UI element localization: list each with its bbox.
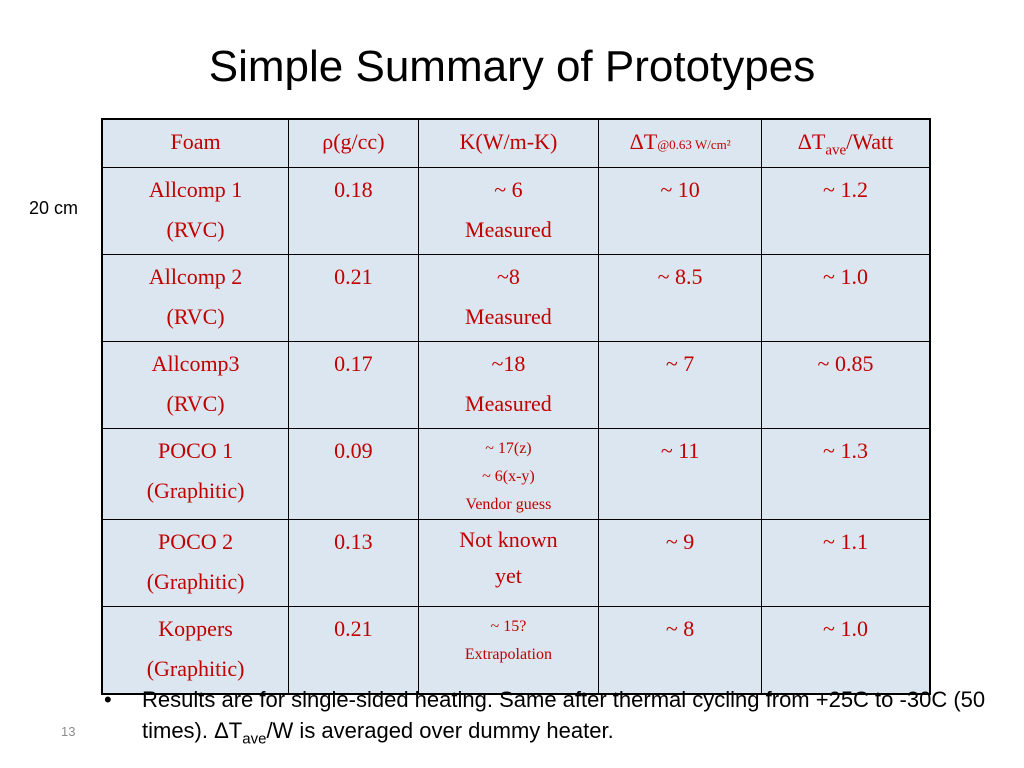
slide-title: Simple Summary of Prototypes xyxy=(208,42,816,91)
results-note-part-a: Results are for single-sided heating. Sa… xyxy=(142,687,986,743)
cell-delta-t-per-watt: ~ 0.85 xyxy=(761,341,931,429)
page-number: 13 xyxy=(61,724,76,739)
cell-delta-t: ~ 7 xyxy=(598,341,763,429)
conductivity-value: ~ 15? xyxy=(490,618,527,635)
foam-type: (Graphitic) xyxy=(146,569,245,594)
cell-delta-t-per-watt: ~ 1.1 xyxy=(761,519,931,607)
foam-name: Allcomp 2 xyxy=(148,264,243,289)
cell-foam: POCO 2 (Graphitic) xyxy=(101,519,290,607)
table-header-row: Foam ρ(g/cc) K(W/m-K) ΔT@0.63 W/cm² ΔTav… xyxy=(101,118,931,168)
cell-foam: Allcomp 2 (RVC) xyxy=(101,254,290,342)
header-delta-t-main: ΔT xyxy=(629,129,658,154)
table-row: Allcomp 2 (RVC) 0.21 ~8 Measured ~ 8.5 ~ 1… xyxy=(101,254,931,342)
cell-delta-t-per-watt: ~ 1.0 xyxy=(761,606,931,695)
cell-delta-t-per-watt: ~ 1.0 xyxy=(761,254,931,342)
cell-delta-t: ~ 10 xyxy=(598,167,763,255)
dimension-note: 20 cm xyxy=(29,198,79,218)
foam-type: (RVC) xyxy=(166,391,225,416)
conductivity-value-z: ~ 17(z) xyxy=(485,440,532,457)
foam-name: Allcomp3 xyxy=(151,351,240,376)
header-delta-t-per-watt-sub: ave xyxy=(825,142,847,159)
foam-name: Allcomp 1 xyxy=(148,177,243,202)
conductivity-value-xy: ~ 6(x-y) xyxy=(482,468,535,485)
table-row: Allcomp 1 (RVC) 0.18 ~ 6 Measured ~ 10 ~ 1… xyxy=(101,167,931,255)
conductivity-value: ~ 6 xyxy=(494,177,523,202)
conductivity-value: ~8 xyxy=(496,264,520,289)
table-row: Allcomp3 (RVC) 0.17 ~18 Measured ~ 7 ~ 0.8… xyxy=(101,341,931,429)
conductivity-source: Measured xyxy=(465,304,552,329)
prototype-summary-table: Foam ρ(g/cc) K(W/m-K) ΔT@0.63 W/cm² ΔTav… xyxy=(101,118,931,695)
cell-delta-t: ~ 11 xyxy=(598,428,763,520)
cell-density: 0.13 xyxy=(288,519,419,607)
cell-density: 0.18 xyxy=(288,167,419,255)
foam-name: POCO 2 xyxy=(157,529,234,554)
header-delta-t-per-watt: ΔTave/Watt xyxy=(761,118,931,168)
cell-density: 0.17 xyxy=(288,341,419,429)
cell-foam: POCO 1 (Graphitic) xyxy=(101,428,290,520)
bullet-point: • xyxy=(104,687,112,712)
cell-conductivity: ~18 Measured xyxy=(417,341,600,429)
cell-foam: Allcomp 1 (RVC) xyxy=(101,167,290,255)
conductivity-value: ~18 xyxy=(491,351,526,376)
foam-type: (RVC) xyxy=(166,304,225,329)
table-row: POCO 1 (Graphitic) 0.09 ~ 17(z) ~ 6(x-y) Ve… xyxy=(101,428,931,520)
header-delta-t: ΔT@0.63 W/cm² xyxy=(598,118,763,168)
header-delta-t-per-watt-tail: /Watt xyxy=(846,129,894,154)
header-density: ρ(g/cc) xyxy=(288,118,419,168)
conductivity-source: Measured xyxy=(465,391,552,416)
header-foam: Foam xyxy=(101,118,290,168)
foam-name: Koppers xyxy=(158,616,233,641)
results-note-part-b: /W is averaged over dummy heater. xyxy=(266,718,614,743)
conductivity-source: Extrapolation xyxy=(464,646,552,663)
conductivity-value: Not known xyxy=(459,527,558,552)
conductivity-source: Vendor guess xyxy=(465,496,552,513)
cell-foam: Koppers (Graphitic) xyxy=(101,606,290,695)
results-note-text: Results are for single-sided heating. Sa… xyxy=(142,684,1012,754)
cell-delta-t: ~ 8.5 xyxy=(598,254,763,342)
conductivity-source: Measured xyxy=(465,217,552,242)
foam-name: POCO 1 xyxy=(157,438,234,463)
cell-delta-t-per-watt: ~ 1.2 xyxy=(761,167,931,255)
cell-delta-t-per-watt: ~ 1.3 xyxy=(761,428,931,520)
cell-delta-t: ~ 8 xyxy=(598,606,763,695)
table-row: Koppers (Graphitic) 0.21 ~ 15? Extrapolati… xyxy=(101,606,931,695)
cell-conductivity: ~ 15? Extrapolation xyxy=(417,606,600,695)
cell-conductivity: ~ 17(z) ~ 6(x-y) Vendor guess xyxy=(417,428,600,520)
foam-type: (Graphitic) xyxy=(146,478,245,503)
cell-density: 0.21 xyxy=(288,606,419,695)
cell-conductivity: Not known yet xyxy=(417,519,600,607)
header-delta-t-condition: @0.63 W/cm² xyxy=(657,137,731,152)
conductivity-value-cont: yet xyxy=(494,563,522,588)
cell-foam: Allcomp3 (RVC) xyxy=(101,341,290,429)
results-note-subscript: ave xyxy=(242,730,267,748)
foam-type: (Graphitic) xyxy=(146,656,245,681)
foam-type: (RVC) xyxy=(166,217,225,242)
cell-conductivity: ~8 Measured xyxy=(417,254,600,342)
cell-density: 0.21 xyxy=(288,254,419,342)
header-conductivity: K(W/m-K) xyxy=(417,118,600,168)
table-row: POCO 2 (Graphitic) 0.13 Not known yet ~ 9 … xyxy=(101,519,931,607)
cell-conductivity: ~ 6 Measured xyxy=(417,167,600,255)
cell-delta-t: ~ 9 xyxy=(598,519,763,607)
header-delta-t-per-watt-main: ΔT xyxy=(797,129,826,154)
cell-density: 0.09 xyxy=(288,428,419,520)
